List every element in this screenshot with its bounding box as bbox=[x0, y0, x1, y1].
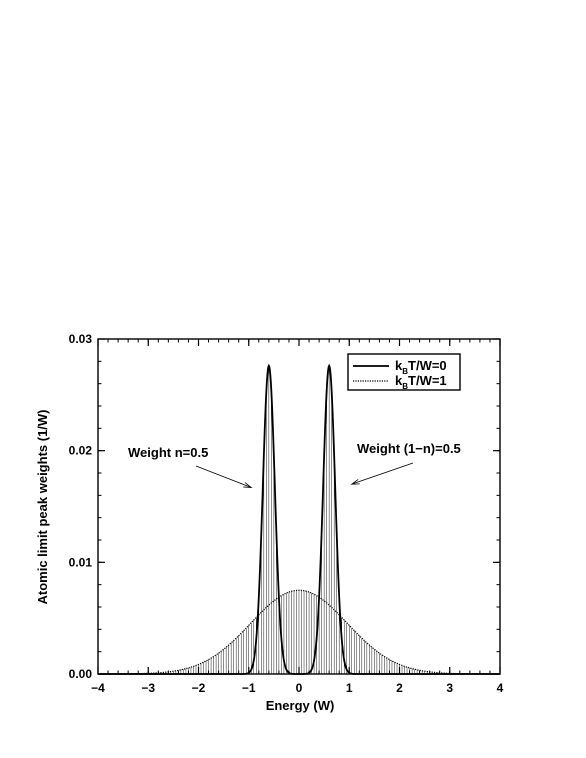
x-tick-label: −3 bbox=[141, 681, 155, 695]
arrow-head bbox=[350, 479, 360, 485]
x-axis-ticks: −4 −3 −2 −1 0 1 2 3 4 bbox=[91, 339, 504, 695]
x-tick-label: 0 bbox=[296, 681, 303, 695]
y-tick-label: 0.01 bbox=[69, 555, 93, 569]
x-tick-label: 1 bbox=[346, 681, 353, 695]
y-axis-title: Atomic limit peak weights (1/W) bbox=[35, 409, 50, 604]
annotation-arrow-left bbox=[195, 465, 252, 488]
legend-label-series-2: kBT/W=1 bbox=[395, 373, 447, 391]
x-tick-label: −2 bbox=[192, 681, 206, 695]
legend-1-rest: T/W=0 bbox=[408, 358, 447, 373]
y-tick-label: 0.03 bbox=[69, 332, 93, 346]
y-axis-ticks: 0.00 0.01 0.02 0.03 bbox=[69, 332, 500, 681]
legend-1-main: k bbox=[395, 358, 403, 373]
legend-1-sub: B bbox=[402, 367, 408, 376]
legend-label-series-1: kBT/W=0 bbox=[395, 358, 447, 376]
annotations: Weight n=0.5 Weight (1−n)=0.5 bbox=[128, 441, 461, 489]
series-line-2 bbox=[98, 589, 500, 675]
legend-box bbox=[347, 353, 461, 391]
annotation-arrow-right bbox=[351, 462, 414, 485]
hatch-fill bbox=[125, 365, 473, 674]
y-tick-label: 0.02 bbox=[69, 444, 93, 458]
x-tick-label: −1 bbox=[242, 681, 256, 695]
arrow-head bbox=[243, 482, 253, 489]
x-tick-label: 4 bbox=[497, 681, 504, 695]
legend-2-main: k bbox=[395, 373, 403, 388]
y-tick-label: 0.00 bbox=[69, 667, 93, 681]
x-axis-title: Energy (W) bbox=[266, 698, 335, 713]
annotation-weight-n: Weight n=0.5 bbox=[128, 445, 208, 460]
legend: kBT/W=0 kBT/W=1 bbox=[347, 353, 461, 391]
x-tick-label: 3 bbox=[446, 681, 453, 695]
x-tick-label: 2 bbox=[396, 681, 403, 695]
annotation-weight-1-minus-n: Weight (1−n)=0.5 bbox=[357, 441, 461, 456]
x-tick-label: −4 bbox=[91, 681, 105, 695]
legend-2-sub: B bbox=[402, 382, 408, 391]
legend-2-rest: T/W=1 bbox=[408, 373, 447, 388]
